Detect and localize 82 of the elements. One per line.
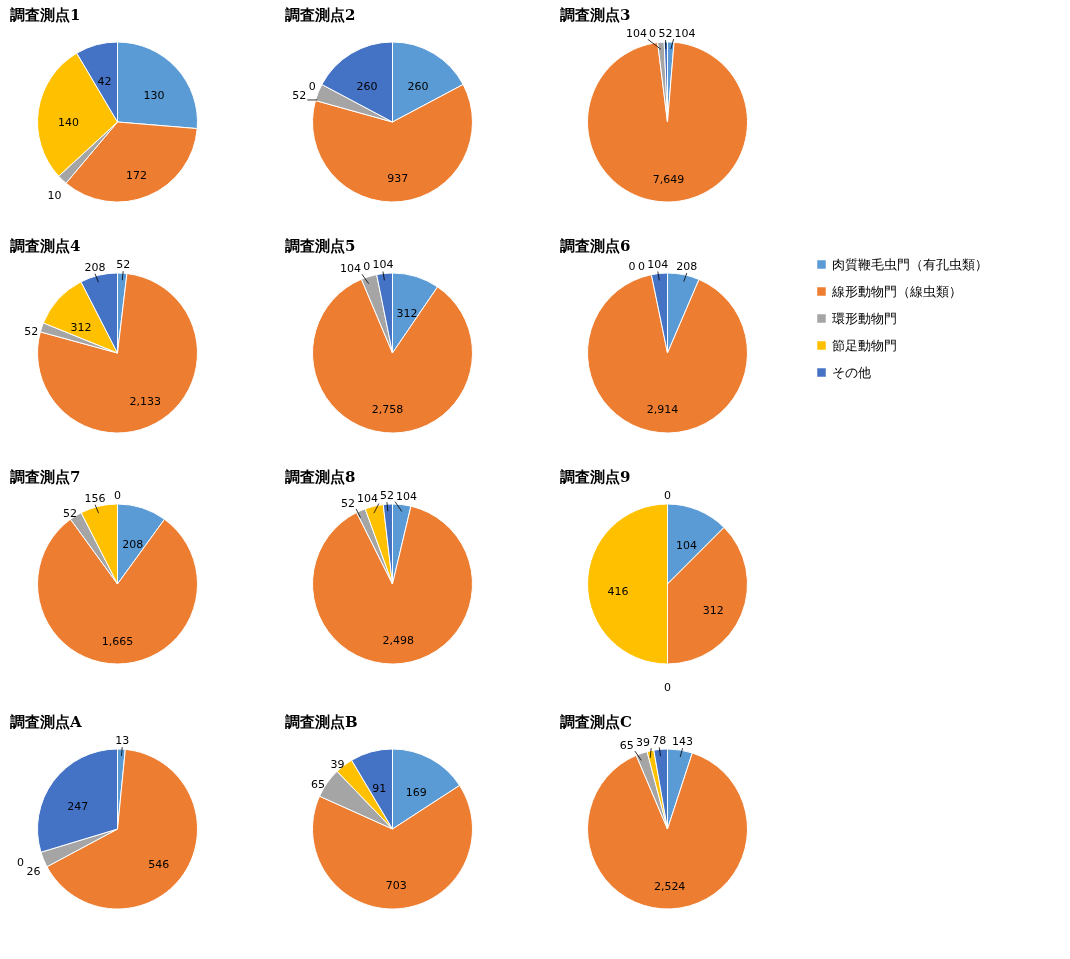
data-label: 39: [636, 736, 651, 750]
pie-slice: [587, 274, 748, 434]
data-label: 156: [84, 491, 106, 505]
text: 0: [17, 856, 25, 870]
data-label: 2,914: [646, 403, 679, 417]
data-label: 78: [652, 734, 667, 748]
data-label: 52: [116, 258, 131, 272]
legend-label: 節足動物門: [832, 337, 897, 353]
data-label: 208: [84, 260, 106, 274]
text: 0: [114, 489, 121, 502]
chart-title: 調査測点8: [285, 468, 356, 486]
data-label: 260: [407, 80, 429, 94]
data-label: 208: [676, 259, 698, 273]
data-label: 703: [385, 879, 407, 893]
data-label: 52: [62, 507, 77, 521]
chart-title: 調査測点9: [560, 468, 631, 486]
data-label: 104: [675, 539, 697, 553]
data-label: 52: [292, 89, 307, 103]
data-label: 140: [57, 115, 79, 129]
chart-title: 調査測点6: [560, 237, 631, 255]
text: 0: [628, 259, 636, 273]
data-label: 104: [625, 27, 647, 41]
pie-slice: [37, 273, 198, 434]
data-label: 2,524: [653, 879, 686, 893]
data-label: 104: [674, 27, 696, 41]
data-label: 546: [148, 857, 170, 871]
data-label: 2,498: [382, 634, 414, 648]
data-label: 42: [97, 75, 112, 89]
data-label: 65: [619, 739, 634, 753]
data-label: 52: [340, 496, 355, 510]
chart-title: 調査測点1: [10, 6, 81, 24]
pie-slice: [587, 41, 748, 203]
data-label: 2,133: [129, 395, 161, 409]
legend-label: 線形動物門（線虫類）: [831, 283, 962, 299]
legend-label: その他: [832, 364, 871, 380]
text: 0: [308, 80, 316, 94]
data-label: 312: [702, 603, 724, 617]
data-label: 2,758: [371, 403, 404, 417]
chart-title: 調査測点4: [10, 237, 81, 255]
data-label: 10: [47, 188, 62, 202]
chart-title: 調査測点B: [285, 713, 358, 731]
data-label: 52: [24, 324, 39, 338]
data-label: 143: [672, 735, 694, 749]
chart-title: 調査測点5: [285, 237, 356, 255]
data-label: 130: [143, 89, 165, 103]
data-label: 26: [26, 864, 41, 878]
data-label: 52: [658, 27, 673, 41]
data-label: 1,665: [101, 634, 134, 648]
data-label: 39: [330, 757, 345, 771]
pie-slice: [312, 505, 473, 665]
chart-title: 調査測点2: [285, 6, 356, 24]
data-label: 416: [607, 585, 629, 598]
data-label: 247: [67, 800, 89, 814]
data-label: 104: [395, 489, 417, 503]
legend-label: 肉質鞭毛虫門（有孔虫類）: [832, 256, 988, 272]
data-label: 312: [396, 306, 418, 320]
data-label: 937: [387, 172, 409, 186]
legend-label: 環形動物門: [832, 310, 897, 326]
chart-title: 調査測点7: [10, 468, 81, 486]
data-label: 65: [311, 777, 326, 791]
data-label: 7,649: [652, 172, 685, 186]
text: 0: [638, 259, 646, 273]
data-label: 312: [70, 320, 92, 334]
chart-title: 調査測点A: [10, 713, 82, 731]
data-label: 260: [356, 80, 378, 94]
data-label: 91: [372, 782, 387, 796]
text: 0: [649, 27, 657, 41]
data-label: 104: [340, 262, 362, 276]
data-label: 208: [122, 537, 144, 551]
data-label: 52: [379, 489, 394, 503]
chart-title: 調査測点3: [560, 6, 631, 24]
data-label: 104: [372, 258, 394, 272]
text: 0: [664, 681, 671, 694]
data-label: 104: [647, 258, 669, 272]
data-label: 172: [126, 168, 148, 182]
chart-title: 調査測点C: [560, 713, 632, 731]
pie-slice: [587, 752, 748, 910]
data-label: 13: [115, 734, 130, 748]
data-label: 104: [356, 491, 378, 505]
text: 0: [664, 489, 671, 502]
text: 0: [363, 259, 371, 273]
data-label: 169: [405, 786, 427, 800]
